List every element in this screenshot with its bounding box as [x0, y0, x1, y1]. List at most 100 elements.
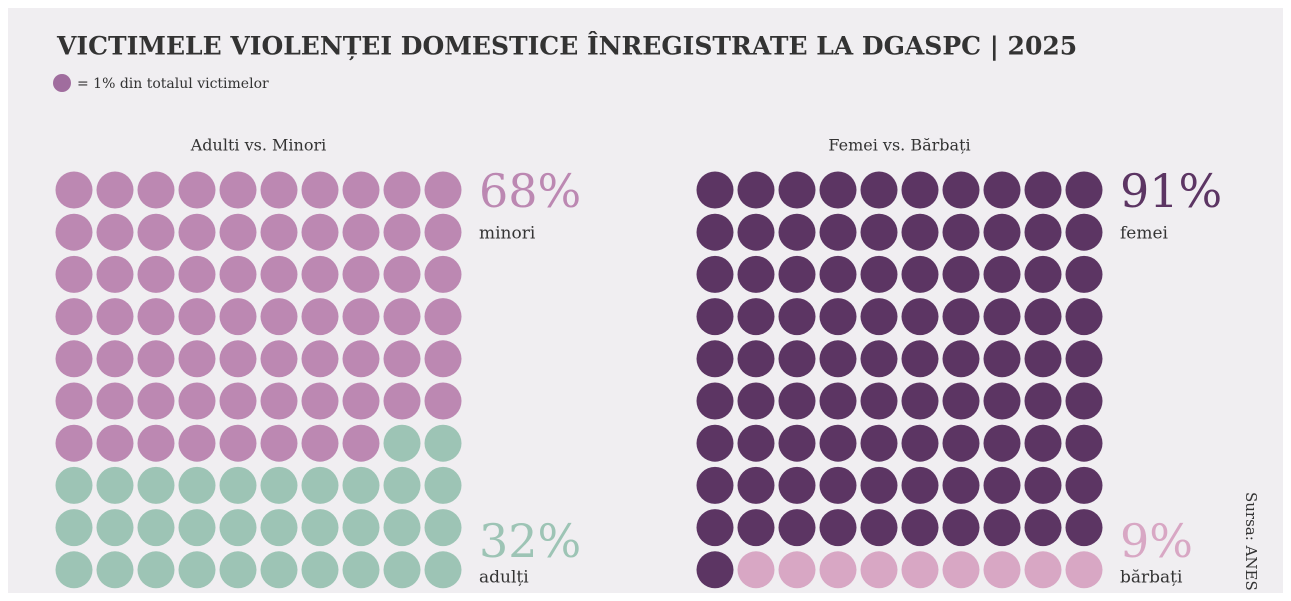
waffle-dot [342, 298, 380, 336]
waffle-dot [1065, 213, 1103, 251]
waffle-dot [424, 382, 462, 420]
title: VICTIMELE VIOLENȚEI DOMESTICE ÎNREGISTRA… [56, 32, 1077, 61]
waffle-dot [819, 171, 857, 209]
waffle-dot [737, 171, 775, 209]
waffle-dot [696, 298, 734, 336]
waffle-dot [737, 382, 775, 420]
waffle-dot [778, 424, 816, 462]
waffle-dot [137, 551, 175, 589]
waffle-dot [696, 213, 734, 251]
waffle-dot [901, 171, 939, 209]
waffle-dot [219, 171, 257, 209]
waffle-dot [424, 466, 462, 504]
waffle-dot [819, 382, 857, 420]
waffle-dot [778, 509, 816, 547]
waffle-dot [301, 466, 339, 504]
waffle-dot [383, 509, 421, 547]
waffle-dot [342, 382, 380, 420]
waffle-dot [424, 509, 462, 547]
waffle-dot [342, 340, 380, 378]
waffle-dot [778, 298, 816, 336]
waffle-dot [778, 213, 816, 251]
waffle-dot [778, 340, 816, 378]
waffle-dot [737, 213, 775, 251]
value-label: 68% [479, 164, 581, 218]
waffle-dot [260, 424, 298, 462]
waffle-dot [737, 551, 775, 589]
waffle-dot [424, 340, 462, 378]
waffle-dot [860, 466, 898, 504]
waffle-dot [260, 551, 298, 589]
waffle-dot [55, 298, 93, 336]
waffle-dot [137, 382, 175, 420]
waffle-dot [55, 213, 93, 251]
waffle-dot [55, 424, 93, 462]
waffle-dot [737, 424, 775, 462]
waffle-dot [983, 466, 1021, 504]
waffle-dot [137, 466, 175, 504]
waffle-dot [983, 171, 1021, 209]
waffle-dot [424, 424, 462, 462]
waffle-dot [383, 382, 421, 420]
waffle-dot [96, 551, 134, 589]
waffle-dot [942, 255, 980, 293]
waffle-dot [55, 255, 93, 293]
waffle-dot [696, 255, 734, 293]
waffle-dot [1065, 466, 1103, 504]
waffle-dot [819, 298, 857, 336]
waffle-dot [696, 466, 734, 504]
waffle-dot [983, 382, 1021, 420]
waffle-dot [819, 255, 857, 293]
waffle-dot [696, 509, 734, 547]
waffle-dot [942, 171, 980, 209]
waffle-dot [1065, 382, 1103, 420]
waffle-dot [696, 171, 734, 209]
waffle-dot [901, 551, 939, 589]
waffle-dot [219, 255, 257, 293]
value-label: 91% [1120, 164, 1222, 218]
waffle-dot [178, 382, 216, 420]
waffle-dot [383, 171, 421, 209]
waffle-dot [819, 551, 857, 589]
waffle-dot [860, 509, 898, 547]
waffle-dot [901, 213, 939, 251]
waffle-dot [178, 509, 216, 547]
waffle-dot [342, 171, 380, 209]
waffle-dot [219, 509, 257, 547]
waffle-dot [1024, 255, 1062, 293]
value-label: 32% [479, 514, 581, 568]
waffle-dot [1024, 466, 1062, 504]
waffle-dot [55, 382, 93, 420]
waffle-dot [860, 298, 898, 336]
waffle-dot [942, 424, 980, 462]
waffle-dot [1065, 424, 1103, 462]
waffle-dot [301, 171, 339, 209]
waffle-dot [901, 298, 939, 336]
waffle-dot [301, 340, 339, 378]
waffle-dot [219, 382, 257, 420]
waffle-dot [55, 551, 93, 589]
waffle-dot [137, 171, 175, 209]
waffle-dot [942, 466, 980, 504]
waffle-dot [137, 255, 175, 293]
waffle-dot [260, 298, 298, 336]
waffle-dot [96, 382, 134, 420]
waffle-dot [901, 424, 939, 462]
waffle-dot [219, 213, 257, 251]
waffle-dot [178, 424, 216, 462]
waffle-dot [219, 466, 257, 504]
waffle-dot [1024, 551, 1062, 589]
waffle-dot [983, 509, 1021, 547]
waffle-dot [696, 382, 734, 420]
waffle-dot [1024, 340, 1062, 378]
legend-swatch [53, 74, 71, 92]
waffle-dot [901, 509, 939, 547]
waffle-dot [219, 424, 257, 462]
waffle-dot [696, 551, 734, 589]
waffle-dot [860, 213, 898, 251]
waffle-dot [219, 340, 257, 378]
waffle-dot [383, 255, 421, 293]
waffle-dot [737, 466, 775, 504]
waffle-dot [260, 171, 298, 209]
waffle-dot [342, 551, 380, 589]
